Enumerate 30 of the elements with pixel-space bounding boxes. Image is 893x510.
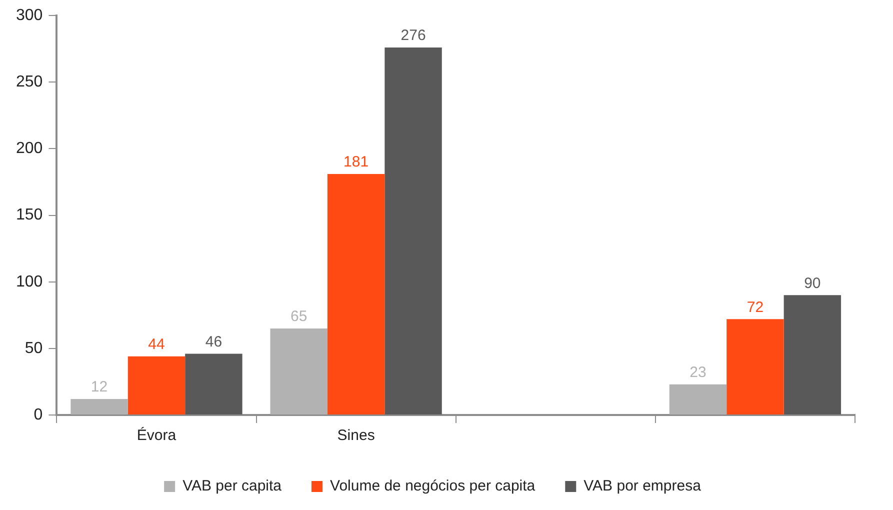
legend-label: Volume de negócios per capita <box>330 478 536 495</box>
y-tick-label: 300 <box>16 7 43 24</box>
bar <box>185 354 242 414</box>
bar <box>70 399 128 414</box>
data-label: 12 <box>90 378 108 396</box>
legend-label: VAB per capita <box>182 478 282 495</box>
x-tick-label: Sines <box>337 427 375 444</box>
bar <box>669 384 727 414</box>
data-label: 44 <box>148 336 165 354</box>
data-label: 46 <box>205 333 222 350</box>
bar <box>784 295 842 414</box>
y-tick-label: 0 <box>34 406 43 424</box>
y-tick-label: 100 <box>16 273 43 290</box>
data-label: 23 <box>690 364 706 382</box>
data-label: 90 <box>804 274 821 292</box>
y-tick-label: 50 <box>24 340 43 357</box>
bar <box>384 48 442 414</box>
data-label: 72 <box>746 298 764 316</box>
y-tick-label: 250 <box>16 74 43 91</box>
data-label: 276 <box>400 27 426 44</box>
bar <box>128 356 186 414</box>
x-tick-label: Évora <box>136 426 177 444</box>
y-tick-label: 200 <box>16 140 43 158</box>
y-tick-label: 150 <box>16 206 43 224</box>
bar <box>270 328 328 414</box>
data-label: 181 <box>344 154 369 171</box>
bar <box>327 174 385 414</box>
bar <box>726 319 784 414</box>
legend-label: VAB por empresa <box>584 478 702 495</box>
data-label: 65 <box>290 308 308 326</box>
